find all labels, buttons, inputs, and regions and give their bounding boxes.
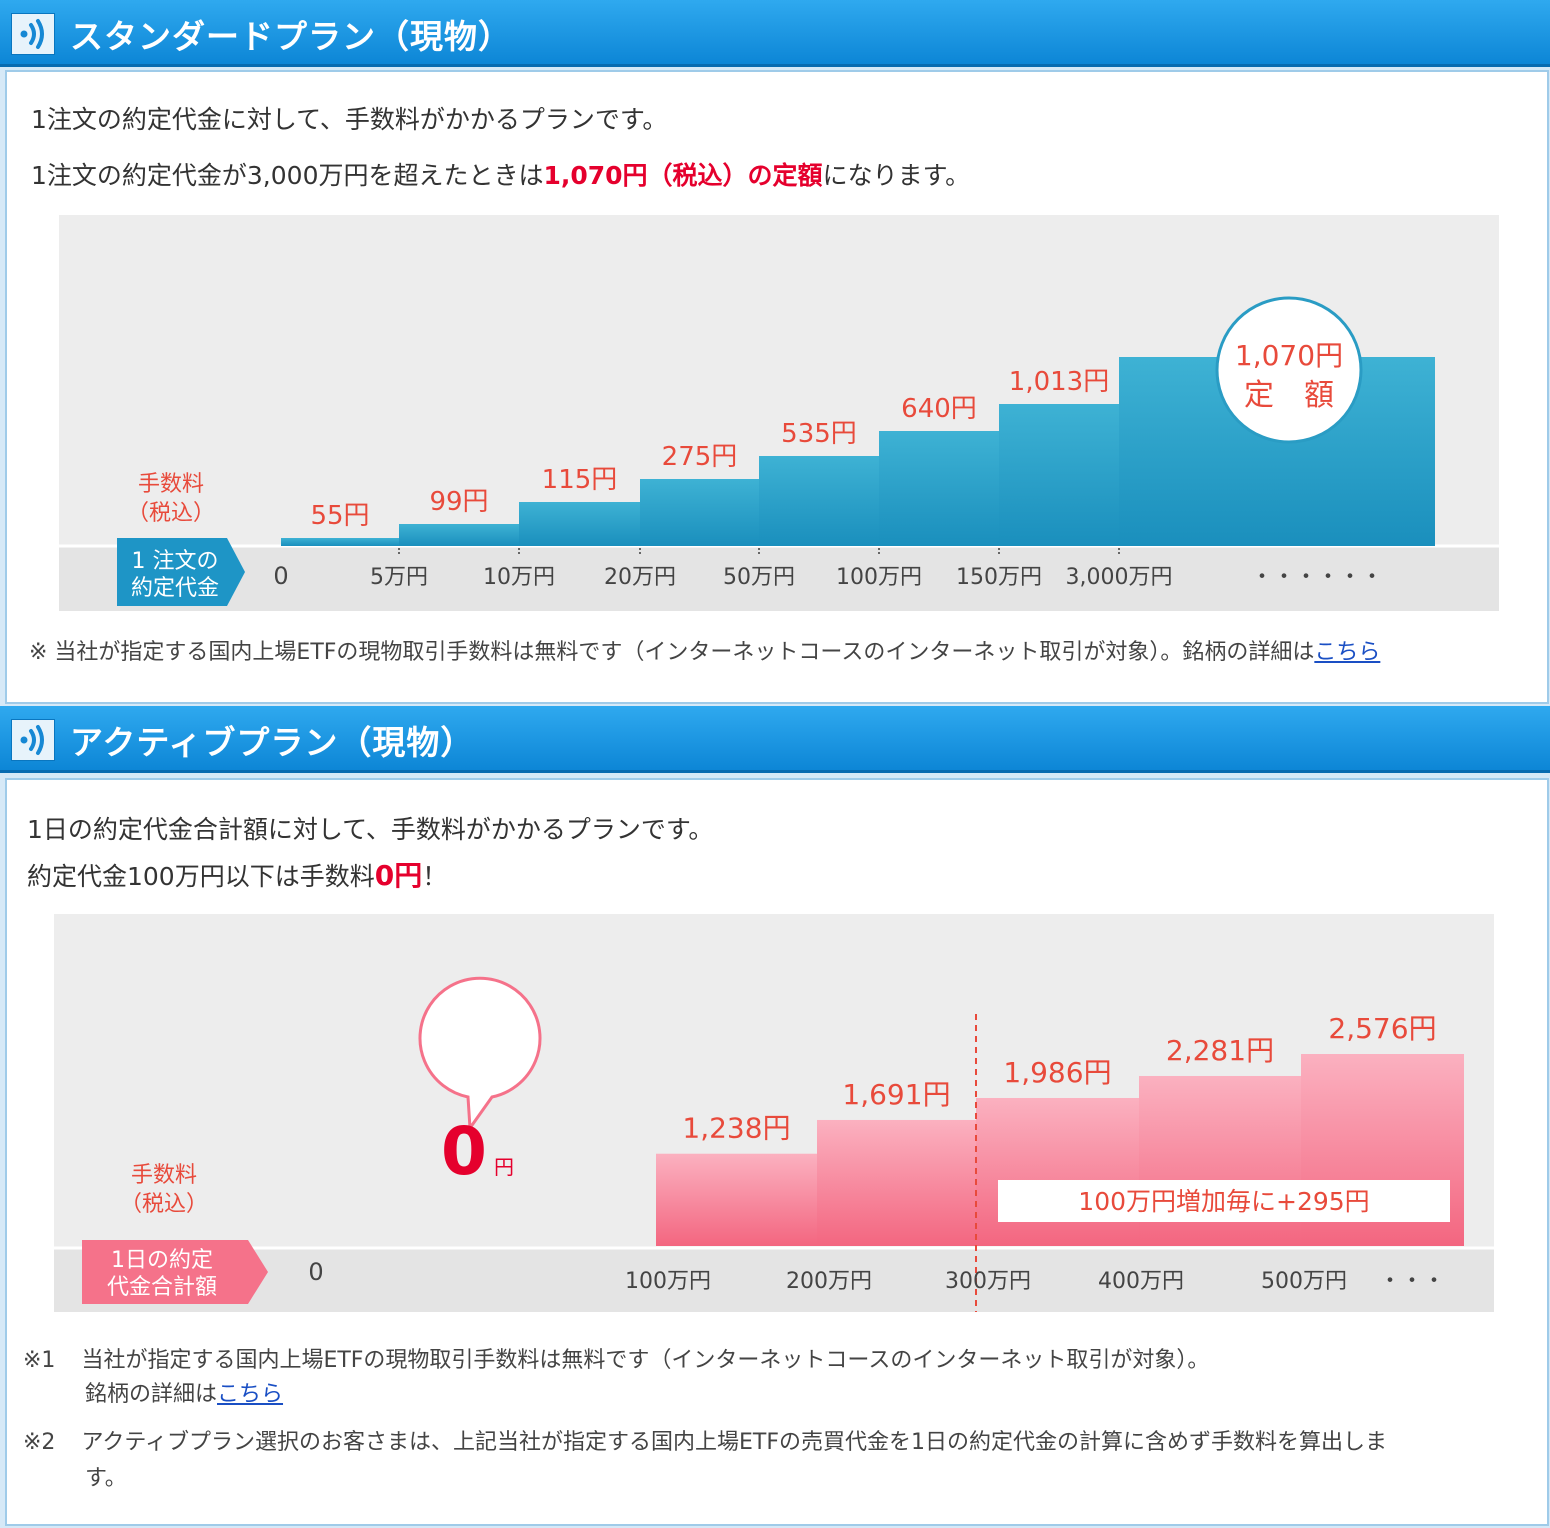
active-note1-text: 当社が指定する国内上場ETFの現物取引手数料は無料です（インターネットコースのイ… — [81, 1348, 1210, 1373]
active-note1-line2: 銘柄の詳細はこちら — [85, 1382, 284, 1407]
standard-fee-value-label: 535円 — [781, 419, 857, 449]
active-fee-bar — [656, 1153, 817, 1246]
standard-fee-bar — [399, 524, 519, 546]
standard-fee-value-label: 115円 — [542, 465, 618, 495]
standard-plan-panel: 1注文の約定代金に対して、手数料がかかるプランです。 1注文の約定代金が3,00… — [5, 70, 1549, 704]
active-fee-bar — [976, 1097, 1139, 1246]
standard-x-tick-label: 150万円 — [956, 565, 1042, 590]
active-plan-panel: 1日の約定代金合計額に対して、手数料がかかるプランです。 約定代金100万円以下… — [5, 778, 1549, 1526]
standard-etf-note: ※ 当社が指定する国内上場ETFの現物取引手数料は無料です（インターネットコース… — [29, 640, 1381, 665]
standard-fee-value-label: 640円 — [901, 394, 977, 424]
fee-axis-label-line2: （税込） — [120, 1192, 208, 1217]
daily-total-tag-line2: 代金合計額 — [107, 1275, 217, 1300]
active-fee-value-label: 1,238円 — [682, 1112, 790, 1145]
active-fee-chart: 100万円 200万円 300万円 400万円 500万円 1,238円 1,691円 1,… — [54, 914, 1494, 1312]
active-note2-line2: す。 — [85, 1466, 127, 1491]
standard-x-tick-label: 100万円 — [836, 565, 922, 590]
signal-icon — [11, 13, 55, 55]
zero-fee-badge-unit: 円 — [494, 1155, 514, 1179]
active-zero-fee-emphasis: 0円 — [374, 859, 423, 892]
order-amount-tag-line2: 約定代金 — [131, 576, 219, 601]
fixed-fee-badge-amount: 1,070円 — [1235, 339, 1343, 372]
x-axis-zero: 0 — [308, 1258, 323, 1286]
fee-axis-label-line1: 手数料 — [138, 472, 204, 497]
daily-total-tag-line1: 1日の約定 — [111, 1248, 213, 1273]
active-desc-line2: 約定代金100万円以下は手数料0円！ — [27, 859, 448, 892]
standard-fee-bar — [519, 502, 640, 546]
active-x-tick-label: 400万円 — [1098, 1269, 1184, 1294]
active-x-tick-label: 300万円 — [945, 1269, 1031, 1294]
standard-x-tick-label: 3,000万円 — [1066, 565, 1173, 590]
x-axis-continuation-dots: ・・・・・・ — [1251, 565, 1383, 590]
standard-desc-line1: 1注文の約定代金に対して、手数料がかかるプランです。 — [31, 105, 668, 134]
fee-axis-label-line1: 手数料 — [131, 1163, 197, 1188]
standard-fee-value-label: 275円 — [662, 442, 738, 472]
standard-fee-bar — [281, 538, 399, 546]
zero-fee-badge-number: 0 — [441, 1113, 487, 1190]
standard-plan-title: スタンダードプラン（現物） — [70, 17, 512, 56]
standard-fee-value-label: 1,013円 — [1009, 367, 1109, 397]
standard-x-tick-label: 50万円 — [723, 565, 795, 590]
order-amount-tag-line1: 1 注文の — [132, 549, 219, 574]
fixed-fee-badge-label: 定 額 — [1244, 378, 1334, 413]
standard-fee-value-label: 55円 — [310, 501, 369, 531]
standard-fee-bar — [879, 431, 999, 546]
active-fee-value-label: 2,281円 — [1166, 1034, 1274, 1067]
x-axis-continuation-dots: ・・・ — [1379, 1269, 1445, 1294]
active-etf-details-link[interactable]: こちら — [217, 1382, 284, 1407]
active-fee-value-label: 1,986円 — [1003, 1056, 1111, 1089]
active-fee-bar — [817, 1119, 976, 1246]
standard-plan-header: スタンダードプラン（現物） — [0, 0, 1550, 67]
active-plan-header: アクティブプラン（現物） — [0, 706, 1550, 773]
active-note2-text: アクティブプラン選択のお客さまは、上記当社が指定する国内上場ETFの売買代金を1… — [81, 1430, 1388, 1455]
standard-fee-chart: 5万円 10万円 20万円 50万円 100万円 150万円 3,000万円 55円 99円 1… — [59, 215, 1499, 611]
standard-fee-value-label: 99円 — [429, 487, 488, 517]
x-axis-zero: 0 — [273, 562, 288, 590]
standard-fee-bar — [640, 479, 759, 546]
fixed-fee-badge: 1,070円 定 額 — [1215, 296, 1363, 444]
active-plan-title: アクティブプラン（現物） — [70, 723, 475, 762]
active-x-tick-label: 200万円 — [786, 1269, 872, 1294]
zero-fee-badge: 0 円 — [418, 976, 542, 1190]
standard-fee-bar — [759, 456, 879, 546]
active-x-tick-label: 100万円 — [625, 1269, 711, 1294]
order-amount-tag — [117, 538, 245, 606]
active-note2: ※2 アクティブプラン選択のお客さまは、上記当社が指定する国内上場ETFの売買代金… — [23, 1424, 1387, 1456]
fee-axis-label-line2: （税込） — [127, 501, 215, 526]
active-note2-mark: ※2 — [23, 1430, 56, 1455]
standard-x-tick-label: 5万円 — [370, 565, 428, 590]
standard-fixed-fee-emphasis: 1,070円（税込）の定額 — [543, 161, 823, 190]
daily-total-tag — [82, 1240, 268, 1304]
standard-x-tick-label: 10万円 — [483, 565, 555, 590]
active-fee-value-label: 2,576円 — [1328, 1012, 1436, 1045]
active-fee-value-label: 1,691円 — [842, 1078, 950, 1111]
standard-etf-details-link[interactable]: こちら — [1314, 640, 1381, 665]
standard-x-tick-label: 20万円 — [604, 565, 676, 590]
increment-note-text: 100万円増加毎に+295円 — [1078, 1187, 1369, 1216]
active-note1: ※1 当社が指定する国内上場ETFの現物取引手数料は無料です（インターネットコース… — [23, 1342, 1209, 1374]
signal-icon — [11, 719, 55, 761]
standard-fee-bar — [999, 404, 1119, 546]
active-desc-line1: 1日の約定代金合計額に対して、手数料がかかるプランです。 — [27, 815, 714, 844]
increment-note-box — [998, 1180, 1450, 1222]
active-note1-mark: ※1 — [23, 1348, 56, 1373]
active-x-tick-label: 500万円 — [1261, 1269, 1347, 1294]
standard-desc-line2: 1注文の約定代金が3,000万円を超えたときは1,070円（税込）の定額になりま… — [31, 161, 971, 190]
